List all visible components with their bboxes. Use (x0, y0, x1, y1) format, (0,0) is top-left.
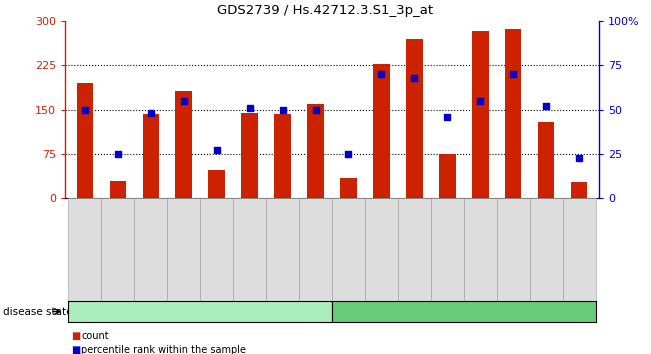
Text: GSM177451: GSM177451 (508, 246, 518, 301)
Point (343, 151, 353, 157)
Text: GSM177455: GSM177455 (113, 246, 122, 301)
Text: percentile rank within the sample: percentile rank within the sample (81, 346, 246, 354)
Text: GSM177459: GSM177459 (245, 246, 254, 301)
Text: ■: ■ (72, 331, 81, 341)
Bar (143, 114, 159, 198)
Bar (109, 181, 126, 198)
Text: normal terminal duct lobular unit: normal terminal duct lobular unit (113, 307, 287, 316)
Point (409, 75, 420, 81)
Bar (538, 121, 555, 198)
Text: GSM177458: GSM177458 (212, 246, 221, 301)
Text: GSM177450: GSM177450 (476, 246, 485, 301)
Point (508, 72, 518, 77)
Bar (505, 29, 521, 198)
Bar (406, 39, 422, 198)
Text: hyperplastic enlarged lobular unit: hyperplastic enlarged lobular unit (375, 307, 553, 316)
Bar (77, 83, 93, 198)
Point (442, 114, 452, 120)
Point (475, 98, 486, 104)
Bar (208, 170, 225, 198)
Bar (242, 113, 258, 198)
Text: GSM177453: GSM177453 (575, 246, 584, 301)
Point (113, 151, 123, 157)
Point (244, 105, 255, 111)
Point (146, 110, 156, 116)
Text: GDS2739 / Hs.42712.3.S1_3p_at: GDS2739 / Hs.42712.3.S1_3p_at (217, 4, 434, 17)
Bar (472, 31, 488, 198)
Point (541, 103, 551, 109)
Text: GSM177447: GSM177447 (377, 246, 386, 301)
Text: GSM177454: GSM177454 (80, 246, 89, 301)
Text: GSM177457: GSM177457 (179, 246, 188, 301)
Bar (307, 104, 324, 198)
Bar (340, 178, 357, 198)
Bar (571, 182, 587, 198)
Text: GSM177446: GSM177446 (344, 246, 353, 301)
Text: GSM177452: GSM177452 (542, 246, 551, 301)
Text: GSM177449: GSM177449 (443, 246, 452, 301)
Text: disease state: disease state (3, 307, 73, 316)
Point (79, 107, 90, 113)
Bar (176, 91, 192, 198)
Point (178, 98, 189, 104)
Text: count: count (81, 331, 109, 341)
Point (574, 155, 585, 160)
Text: GSM177460: GSM177460 (278, 246, 287, 301)
Point (376, 72, 387, 77)
Text: GSM177448: GSM177448 (410, 246, 419, 301)
Point (212, 148, 222, 153)
Bar (439, 154, 456, 198)
Point (277, 107, 288, 113)
Point (311, 107, 321, 113)
Bar (274, 114, 291, 198)
Bar (373, 64, 390, 198)
Text: GSM177456: GSM177456 (146, 246, 156, 301)
Text: GSM177461: GSM177461 (311, 246, 320, 301)
Text: ■: ■ (72, 346, 81, 354)
